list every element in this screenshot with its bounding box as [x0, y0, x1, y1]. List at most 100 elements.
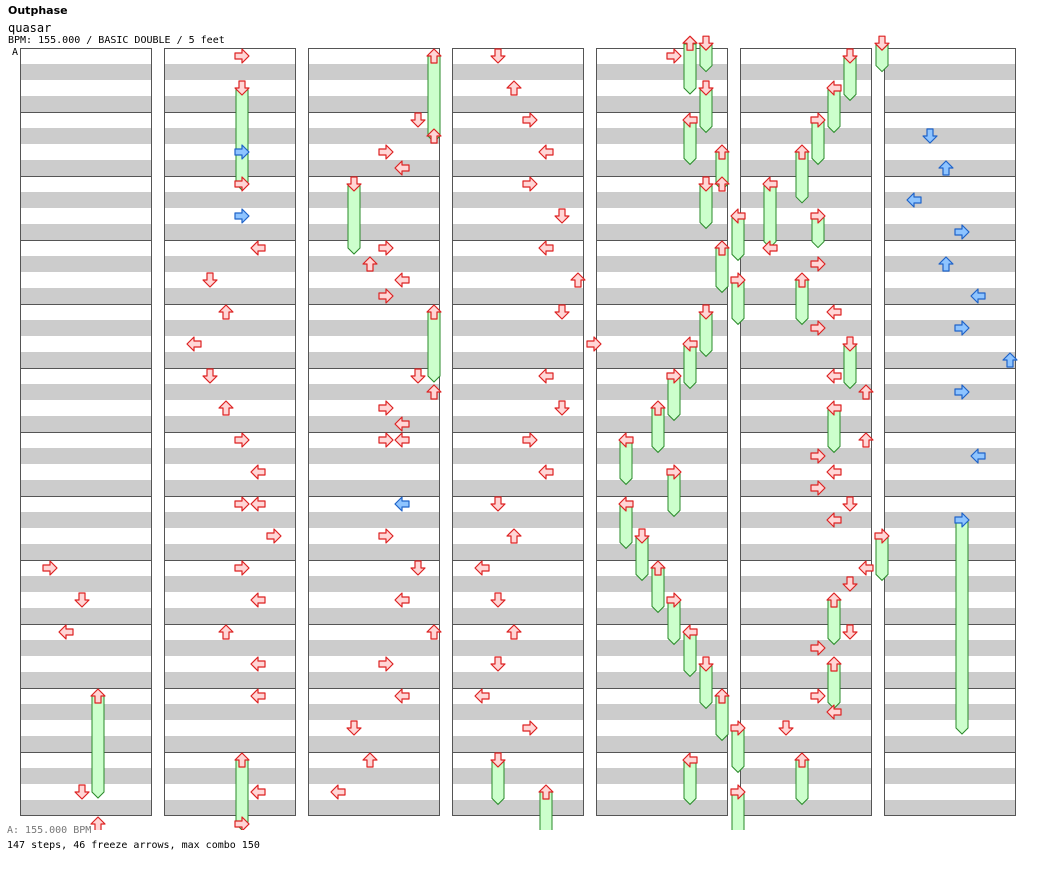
beat-stripe	[308, 128, 440, 144]
arrow-up-icon	[858, 432, 874, 448]
arrow-right-icon	[234, 560, 250, 576]
beat-stripe	[308, 480, 440, 496]
arrow-right-icon	[586, 336, 602, 352]
beat-stripe	[308, 544, 440, 560]
beat-stripe	[164, 544, 296, 560]
arrow-right-icon	[522, 432, 538, 448]
beat-stripe	[884, 544, 1016, 560]
song-artist: quasar	[8, 21, 52, 35]
beat-stripe	[308, 352, 440, 368]
beat-stripe	[884, 288, 1016, 304]
beat-stripe	[164, 224, 296, 240]
beat-stripe	[884, 96, 1016, 112]
arrow-up-icon	[218, 304, 234, 320]
beat-stripe	[740, 448, 872, 464]
beat-stripe	[740, 224, 872, 240]
beat-stripe	[20, 352, 152, 368]
arrow-left-icon	[826, 304, 842, 320]
arrow-left-icon	[826, 400, 842, 416]
arrow-down-icon	[842, 48, 858, 64]
beat-stripe	[740, 608, 872, 624]
beat-stripe	[164, 672, 296, 688]
beat-stripe	[20, 64, 152, 80]
beat-stripe	[884, 736, 1016, 752]
beat-stripe	[452, 768, 584, 784]
arrow-down-icon	[490, 496, 506, 512]
beat-stripe	[20, 320, 152, 336]
arrow-left-icon	[394, 496, 410, 512]
beat-stripe	[740, 64, 872, 80]
arrow-left-icon	[250, 592, 266, 608]
beat-stripe	[164, 64, 296, 80]
arrow-right-icon	[522, 176, 538, 192]
beat-stripe	[20, 544, 152, 560]
beat-stripe	[20, 192, 152, 208]
beat-stripe	[20, 256, 152, 272]
beat-stripe	[452, 800, 584, 816]
beat-stripe	[884, 640, 1016, 656]
arrow-right-icon	[730, 272, 746, 288]
arrow-up-icon	[682, 35, 698, 51]
beat-stripe	[596, 320, 728, 336]
column-frame	[20, 48, 152, 816]
beat-stripe	[452, 256, 584, 272]
arrow-left-icon	[330, 784, 346, 800]
arrow-right-icon	[42, 560, 58, 576]
arrow-up-icon	[362, 752, 378, 768]
arrow-up-icon	[714, 240, 730, 256]
beat-stripe	[164, 96, 296, 112]
arrow-right-icon	[810, 448, 826, 464]
arrow-left-icon	[762, 240, 778, 256]
beat-stripe	[20, 576, 152, 592]
notes-layer	[42, 35, 1018, 830]
beat-stripe	[884, 768, 1016, 784]
freeze-arrow-body	[683, 43, 697, 95]
beat-stripe	[596, 512, 728, 528]
beat-stripe	[452, 576, 584, 592]
step-chart	[20, 35, 1018, 830]
arrow-left-icon	[394, 432, 410, 448]
arrow-right-icon	[730, 784, 746, 800]
arrow-up-icon	[794, 272, 810, 288]
arrow-down-icon	[554, 208, 570, 224]
arrow-left-icon	[250, 784, 266, 800]
arrow-right-icon	[522, 720, 538, 736]
beat-stripe	[308, 192, 440, 208]
beat-stripe	[164, 640, 296, 656]
arrow-right-icon	[666, 592, 682, 608]
arrow-right-icon	[234, 816, 250, 830]
arrow-up-icon	[234, 752, 250, 768]
beat-stripe	[164, 704, 296, 720]
arrow-right-icon	[234, 432, 250, 448]
beat-stripe	[20, 736, 152, 752]
arrow-layer	[42, 35, 1018, 830]
freeze-arrow-body	[955, 519, 969, 735]
beat-stripe	[164, 288, 296, 304]
beat-stripe	[596, 384, 728, 400]
arrow-down-icon	[74, 784, 90, 800]
arrow-left-icon	[906, 192, 922, 208]
arrow-up-icon	[794, 752, 810, 768]
beat-stripe	[452, 512, 584, 528]
arrow-down-icon	[698, 304, 714, 320]
arrow-up-icon	[506, 80, 522, 96]
arrow-down-icon	[554, 400, 570, 416]
beat-stripe	[20, 480, 152, 496]
beat-stripe	[164, 192, 296, 208]
arrow-down-icon	[874, 35, 890, 51]
beat-stripe	[740, 736, 872, 752]
beat-stripe	[20, 288, 152, 304]
arrow-left-icon	[826, 80, 842, 96]
beat-stripe	[596, 544, 728, 560]
arrow-right-icon	[954, 320, 970, 336]
beat-stripe	[164, 768, 296, 784]
arrow-left-icon	[970, 448, 986, 464]
arrow-left-icon	[538, 464, 554, 480]
arrow-left-icon	[682, 624, 698, 640]
arrow-right-icon	[954, 224, 970, 240]
beat-stripe	[308, 96, 440, 112]
arrow-left-icon	[250, 688, 266, 704]
column-frame	[164, 48, 296, 816]
column-frame	[884, 48, 1016, 816]
beat-stripe	[740, 480, 872, 496]
